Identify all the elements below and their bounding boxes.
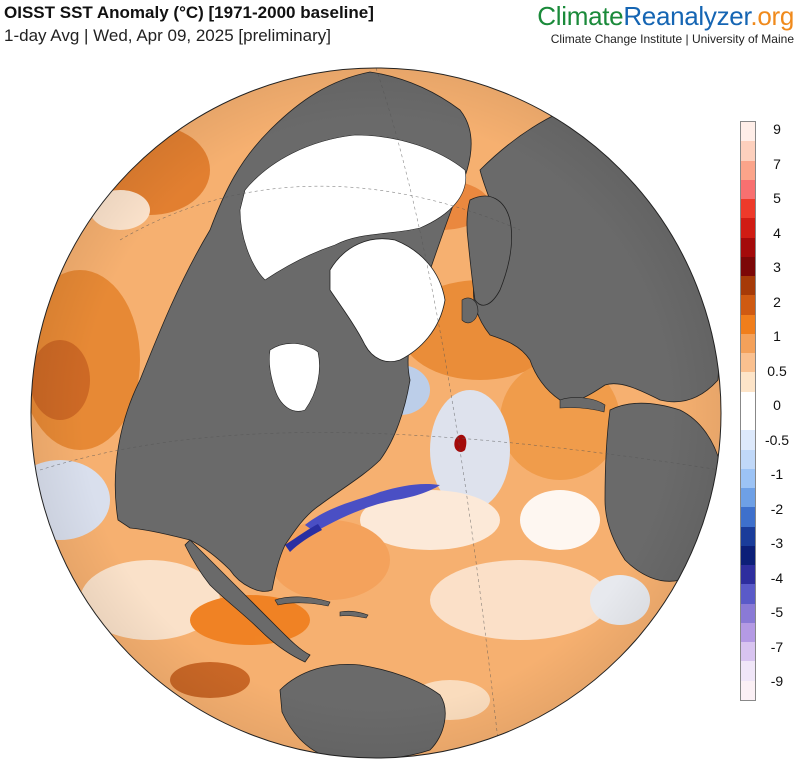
logo-part-reanalyzer: Reanalyzer	[623, 1, 751, 31]
brand-block: ClimateReanalyzer.org Climate Change Ins…	[537, 1, 794, 46]
color-scale-segment	[741, 295, 755, 315]
color-scale-label: 5	[773, 190, 781, 206]
color-scale-label: -3	[770, 535, 784, 551]
color-scale-segment	[741, 642, 755, 662]
color-scale-segment	[741, 410, 755, 431]
color-scale-label: 3	[773, 259, 781, 275]
color-scale-label: 0.5	[767, 362, 787, 379]
color-scale-segment	[741, 661, 755, 681]
color-scale-segment	[741, 276, 755, 296]
logo-part-org: .org	[750, 1, 794, 31]
map-title: OISST SST Anomaly (°C) [1971-2000 baseli…	[4, 3, 374, 22]
color-scale-label: -2	[770, 500, 784, 517]
color-scale-segment	[741, 256, 755, 277]
affiliation-text: Climate Change Institute | University of…	[550, 32, 794, 46]
color-scale-bar	[740, 121, 756, 701]
color-scale-segment	[741, 199, 755, 219]
color-scale-segment	[741, 314, 755, 334]
color-scale-segment	[741, 584, 755, 604]
color-scale-label: -5	[770, 604, 784, 620]
color-scale-segment	[741, 430, 755, 450]
color-scale-segment	[741, 565, 755, 585]
color-scale-segment	[741, 122, 755, 142]
color-scale-segment	[741, 680, 755, 700]
color-scale-segment	[741, 141, 755, 161]
color-scale-label: -9	[770, 673, 784, 689]
color-scale-segment	[741, 218, 755, 238]
color-scale-label: -1	[770, 466, 784, 482]
logo-part-climate: Climate	[537, 1, 624, 31]
color-scale-segment	[741, 160, 755, 180]
map-subtitle: 1-day Avg | Wed, Apr 09, 2025 [prelimina…	[4, 26, 331, 45]
color-scale-label: -0.5	[764, 431, 790, 448]
globe-outline	[30, 67, 722, 759]
color-scale-label: 7	[773, 155, 781, 172]
color-scale-segment	[741, 526, 755, 546]
color-scale-label: 4	[773, 224, 781, 241]
color-scale-segment	[741, 622, 755, 643]
color-scale-label: 9	[773, 121, 781, 137]
color-scale-label: -4	[770, 569, 784, 586]
color-scale-label: 0	[773, 397, 781, 413]
color-scale-segment	[741, 372, 755, 392]
site-logo[interactable]: ClimateReanalyzer.org	[537, 1, 794, 31]
color-scale-segment	[741, 545, 755, 566]
globe-shading	[31, 68, 721, 758]
color-scale-segment	[741, 179, 755, 200]
color-scale-segment	[741, 468, 755, 489]
color-scale-segment	[741, 333, 755, 354]
color-scale-segment	[741, 237, 755, 257]
color-scale-label: 1	[773, 328, 781, 344]
color-scale-segment	[741, 488, 755, 508]
color-scale-label: 2	[773, 293, 781, 310]
color-scale-segment	[741, 603, 755, 623]
color-scale-segment	[741, 391, 755, 411]
color-scale-segment	[741, 507, 755, 527]
color-scale-label: -7	[770, 638, 784, 655]
color-scale-segment	[741, 449, 755, 469]
color-scale-segment	[741, 353, 755, 373]
